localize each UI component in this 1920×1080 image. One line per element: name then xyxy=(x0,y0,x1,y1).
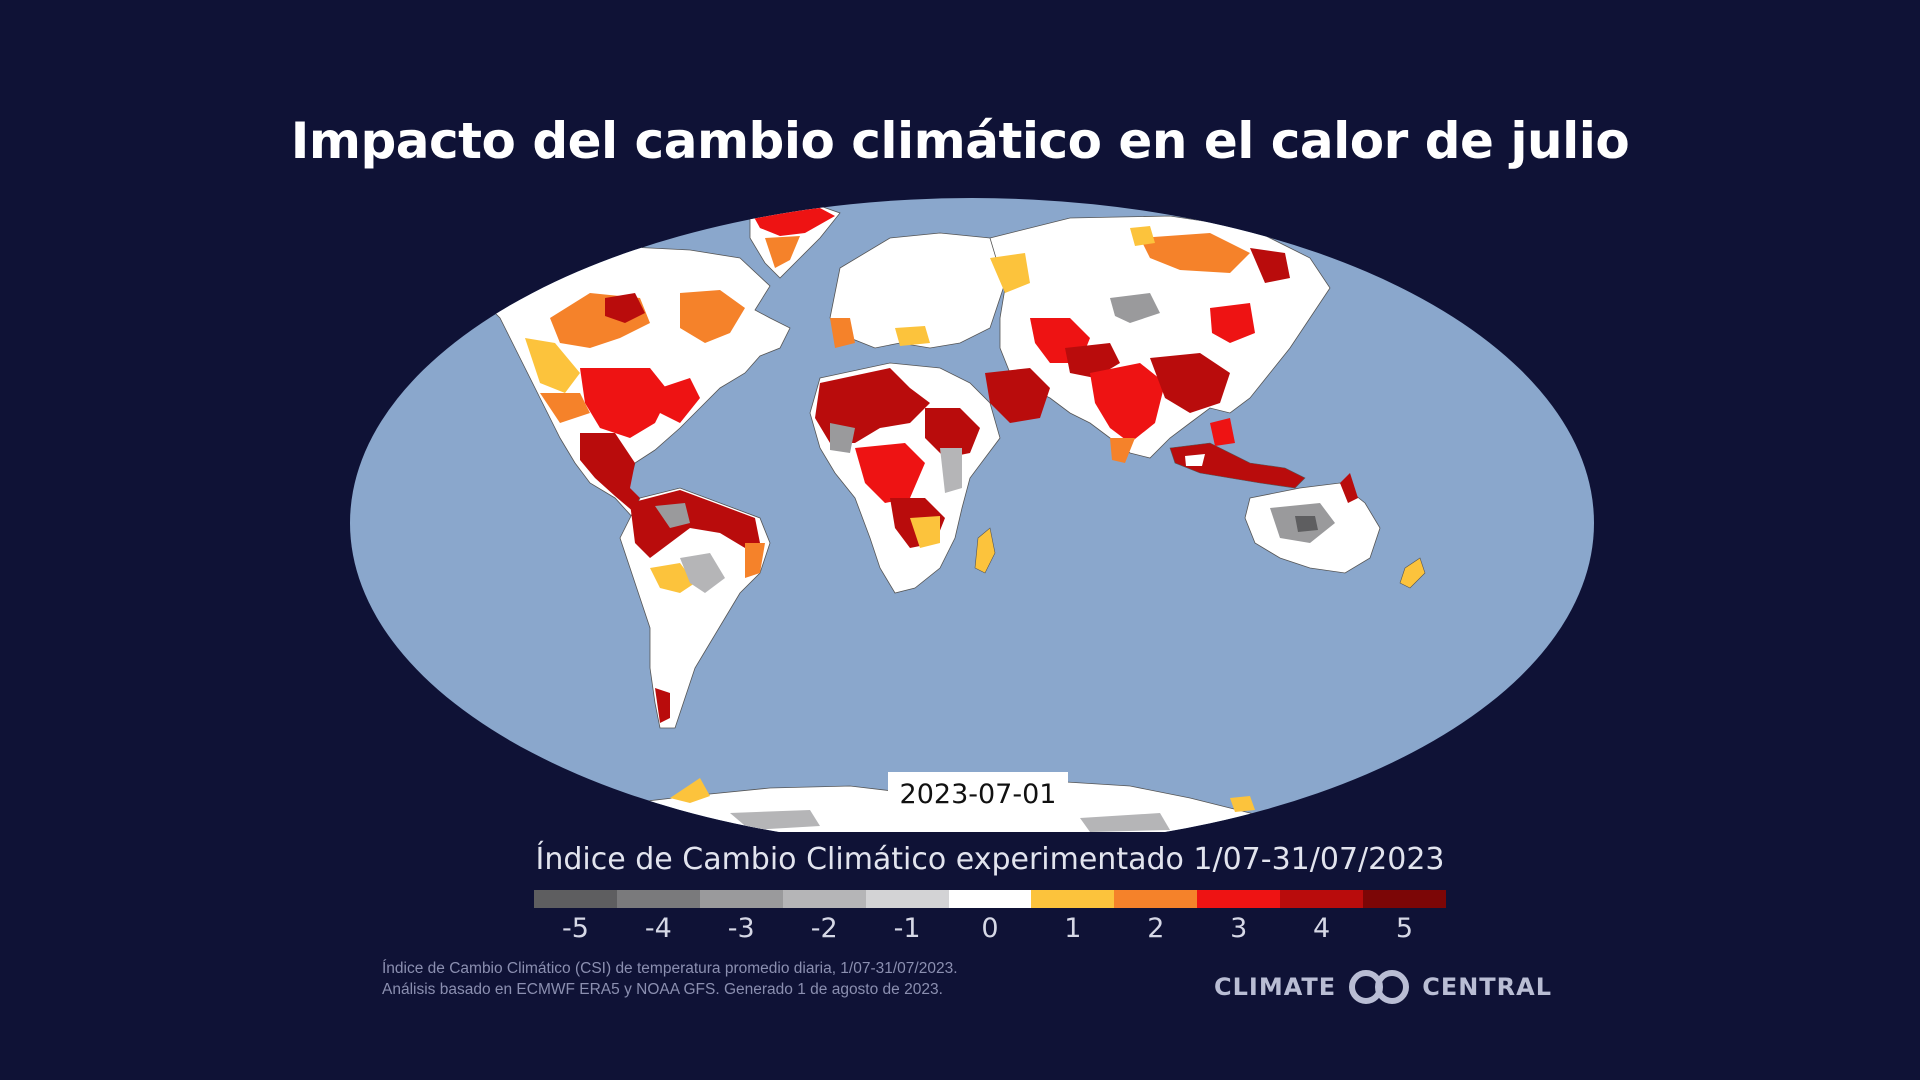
legend-swatch xyxy=(1197,890,1281,908)
legend-swatch xyxy=(1031,890,1115,908)
legend-tick-label: 2 xyxy=(1147,913,1165,944)
legend-tick-label: -3 xyxy=(727,913,755,944)
brand-text-left: CLIMATE xyxy=(1214,973,1337,1001)
legend-swatch xyxy=(1280,890,1364,908)
legend-color-bar xyxy=(534,890,1446,908)
page-title: Impacto del cambio climático en el calor… xyxy=(290,112,1630,170)
brand-text-right: CENTRAL xyxy=(1422,973,1553,1001)
landmasses xyxy=(479,205,1426,832)
legend-swatch xyxy=(616,890,700,908)
legend-swatch xyxy=(1114,890,1198,908)
footnote-line-1: Índice de Cambio Climático (CSI) de temp… xyxy=(382,960,958,977)
legend-tick-label: -1 xyxy=(893,913,921,944)
legend-swatch xyxy=(534,890,617,908)
legend-tick-label: 3 xyxy=(1230,913,1248,944)
infinity-rings-icon xyxy=(1344,968,1414,1006)
legend-tick-label: -2 xyxy=(810,913,838,944)
legend-title: Índice de Cambio Climático experimentado… xyxy=(535,842,1445,877)
legend-tick-label: 5 xyxy=(1395,913,1414,944)
legend-swatch xyxy=(865,890,949,908)
legend-tick-label: 4 xyxy=(1313,913,1331,944)
legend-tick-label: 1 xyxy=(1064,913,1082,944)
legend-tick-label: -4 xyxy=(644,913,672,944)
date-label: 2023-07-01 xyxy=(888,772,1068,818)
world-map xyxy=(350,198,1604,838)
legend-swatch xyxy=(782,890,866,908)
legend-swatch xyxy=(699,890,783,908)
legend-tick-label: 0 xyxy=(981,913,999,944)
legend-tick-labels: -5 -4 -3 -2 -1 0 1 2 3 4 5 xyxy=(534,910,1446,950)
legend-swatch xyxy=(1363,890,1446,908)
footnote-line-2: Análisis basado en ECMWF ERA5 y NOAA GFS… xyxy=(382,981,943,998)
footnote: Índice de Cambio Climático (CSI) de temp… xyxy=(382,958,1142,1000)
brand-logo: CLIMATE CENTRAL xyxy=(1214,962,1551,1012)
legend-tick-label: -5 xyxy=(561,913,589,944)
madagascar xyxy=(974,527,996,574)
new-zealand xyxy=(1399,557,1426,589)
legend-swatch xyxy=(948,890,1032,908)
